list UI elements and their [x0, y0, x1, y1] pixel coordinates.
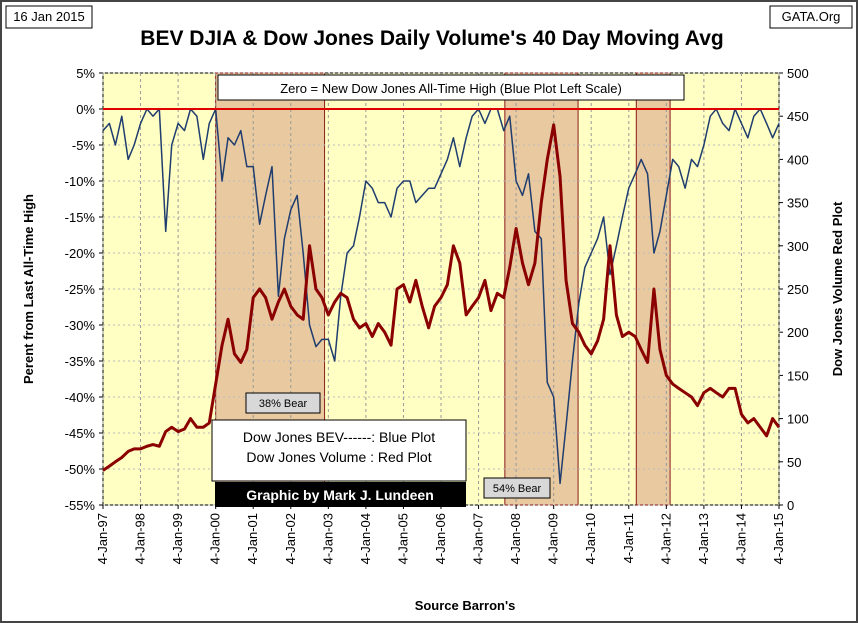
bear-label: 54% Bear	[493, 483, 542, 495]
legend-entry: Dow Jones BEV------: Blue Plot	[243, 429, 435, 445]
y-tick-label: 5%	[76, 66, 95, 81]
y2-tick-label: 350	[787, 196, 809, 211]
y2-tick-label: 250	[787, 282, 809, 297]
legend-box	[211, 419, 467, 482]
x-tick-label: 4-Jan-02	[283, 513, 298, 564]
series-line	[102, 123, 781, 472]
x-tick-label: 4-Jan-08	[508, 513, 523, 564]
x-tick-label: 4-Jan-01	[245, 513, 260, 564]
y-tick-label: -15%	[65, 210, 96, 225]
y-tick-label: -50%	[65, 462, 96, 477]
bear-label-box	[483, 477, 551, 499]
x-tick-label: 4-Jan-04	[358, 513, 373, 564]
y-tick-label: 0%	[76, 102, 95, 117]
x-tick-label: 4-Jan-14	[733, 513, 748, 564]
date-box	[5, 5, 93, 29]
y2-tick-label: 450	[787, 109, 809, 124]
note-box	[217, 74, 685, 101]
y2-tick-label: 500	[787, 66, 809, 81]
y-axis-title: Perent from Last All-Time High	[21, 194, 36, 384]
bear-label-box	[245, 392, 321, 414]
date: 16 Jan 2015	[13, 9, 85, 24]
x-tick-label: 4-Jan-11	[621, 513, 636, 563]
x-tick-label: 4-Jan-05	[395, 513, 410, 564]
credit: Graphic by Mark J. Lundeen	[246, 487, 434, 503]
source-tag-box	[769, 5, 853, 29]
x-tick-label: 4-Jan-10	[583, 513, 598, 564]
x-tick-label: 4-Jan-15	[771, 513, 786, 564]
legend-entry: Dow Jones Volume : Red Plot	[246, 449, 431, 465]
y-tick-label: -30%	[65, 318, 96, 333]
zero-note: Zero = New Dow Jones All-Time High (Blue…	[280, 81, 622, 96]
x-tick-label: 4-Jan-06	[433, 513, 448, 564]
y2-tick-label: 100	[787, 412, 809, 427]
source-tag: GATA.Org	[782, 9, 841, 24]
bear-label: 38% Bear	[259, 398, 308, 410]
x-tick-label: 4-Jan-99	[170, 513, 185, 564]
y2-tick-label: 0	[787, 498, 794, 513]
x-tick-label: 4-Jan-03	[320, 513, 335, 564]
y2-tick-label: 50	[787, 455, 801, 470]
y-tick-label: -20%	[65, 246, 96, 261]
y2-tick-label: 200	[787, 325, 809, 340]
y-tick-label: -25%	[65, 282, 96, 297]
y-tick-label: -55%	[65, 498, 96, 513]
x-tick-label: 4-Jan-09	[546, 513, 561, 564]
x-tick-label: 4-Jan-00	[208, 513, 223, 564]
x-tick-label: 4-Jan-13	[696, 513, 711, 564]
y-tick-label: -35%	[65, 354, 96, 369]
y2-tick-label: 300	[787, 239, 809, 254]
y2-axis-title: Dow Jones Volume Red Plot	[830, 201, 845, 376]
y-tick-label: -40%	[65, 390, 96, 405]
y-tick-label: -10%	[65, 174, 96, 189]
y2-tick-label: 400	[787, 152, 809, 167]
chart-title: BEV DJIA & Dow Jones Daily Volume's 40 D…	[140, 27, 723, 50]
x-tick-label: 4-Jan-12	[658, 513, 673, 564]
x-axis-title: Source Barron's	[415, 598, 516, 613]
y-tick-label: -45%	[65, 426, 96, 441]
x-tick-label: 4-Jan-97	[95, 513, 110, 564]
credit-box	[215, 482, 466, 507]
x-tick-label: 4-Jan-98	[133, 513, 148, 564]
x-tick-label: 4-Jan-07	[471, 513, 486, 564]
y2-tick-label: 150	[787, 368, 809, 383]
y-tick-label: -5%	[72, 138, 96, 153]
